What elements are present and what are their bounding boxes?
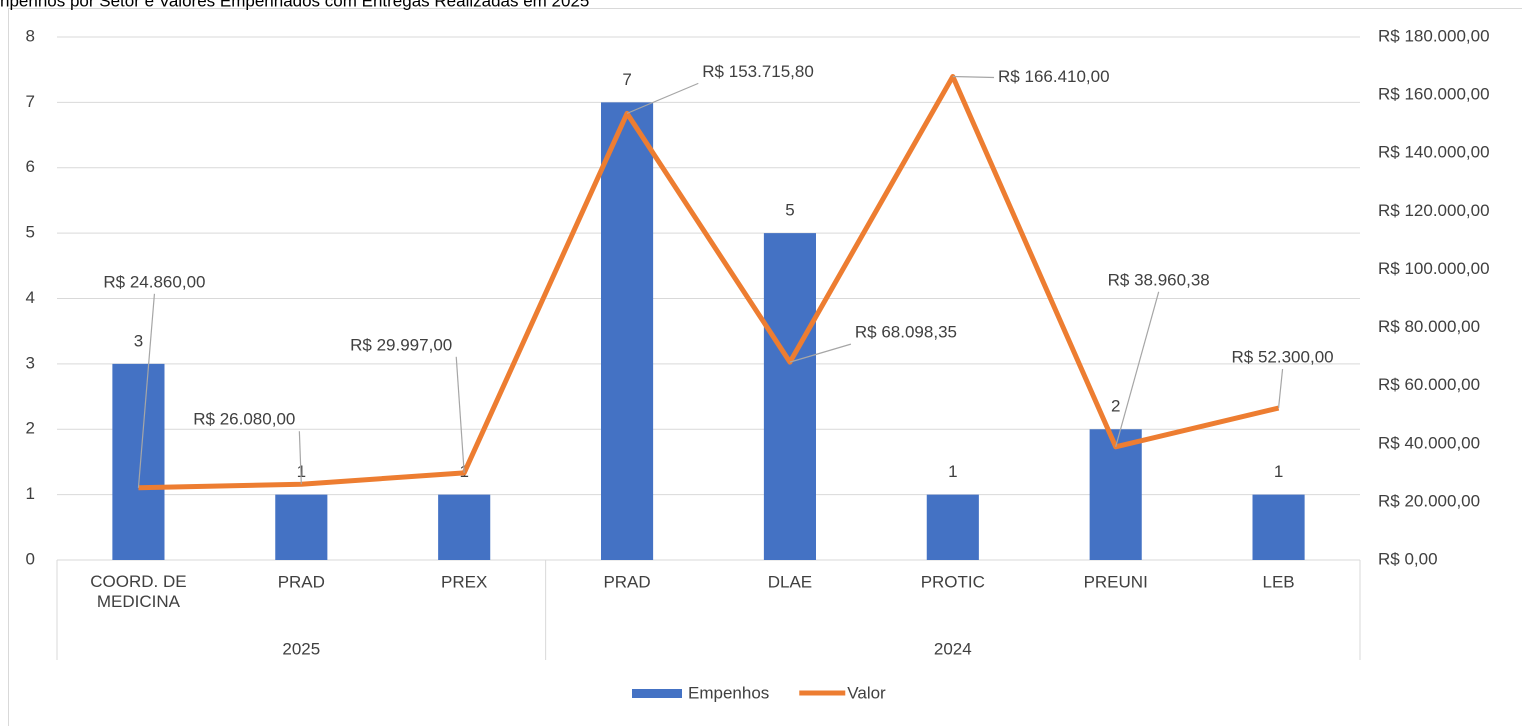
y2-tick-label: R$ 120.000,00	[1378, 201, 1490, 220]
line-value-label: R$ 52.300,00	[1232, 348, 1334, 367]
bar-value-label: 5	[785, 201, 794, 220]
x-tick-label: LEB	[1262, 572, 1294, 591]
line-value-label: R$ 153.715,80	[702, 62, 814, 81]
legend-label: Valor	[847, 683, 886, 702]
bar-value-label: 3	[134, 331, 143, 350]
leader-line	[789, 343, 852, 363]
bar-value-label: 1	[1274, 462, 1283, 481]
line-value-label: R$ 68.098,35	[855, 323, 957, 342]
x-tick-label: COORD. DE MEDICINA	[90, 572, 186, 611]
leader-line	[455, 356, 465, 473]
line-value-label: R$ 166.410,00	[998, 67, 1110, 86]
leader-line	[298, 431, 302, 485]
leader-line	[626, 82, 699, 114]
y2-tick-label: R$ 40.000,00	[1378, 433, 1480, 452]
bar-value-label: 2	[1111, 397, 1120, 416]
y-tick-label: 8	[26, 26, 35, 45]
y2-tick-label: R$ 100.000,00	[1378, 259, 1490, 278]
x-tick-label: PREUNI	[1084, 572, 1148, 591]
chart-title: npenhos por Setor e Valores Empenhados c…	[0, 0, 589, 10]
bar	[601, 102, 654, 560]
y-tick-label: 5	[26, 223, 35, 242]
y-tick-label: 7	[26, 92, 35, 111]
leader-line	[1277, 368, 1284, 409]
x-tick-label: PRAD	[278, 572, 325, 591]
line	[138, 73, 1280, 491]
chart-frame	[8, 8, 1522, 726]
label-line: COORD. DE	[90, 572, 186, 591]
legend-swatch	[632, 689, 682, 698]
bar	[1089, 429, 1142, 560]
y2-tick-label: R$ 180.000,00	[1378, 26, 1490, 45]
leader-line	[137, 293, 156, 488]
bar	[926, 494, 979, 560]
y2-tick-label: R$ 140.000,00	[1378, 143, 1490, 162]
y-tick-label: 3	[26, 353, 35, 372]
x-tick-label: PROTIC	[921, 572, 985, 591]
x-tick-label: DLAE	[768, 572, 812, 591]
line-value-label: R$ 29.997,00	[350, 335, 452, 354]
bar-value-label: 1	[948, 462, 957, 481]
y-tick-label: 4	[26, 288, 35, 307]
legend-label: Empenhos	[688, 683, 769, 702]
bar	[112, 363, 165, 560]
line-value-label: R$ 24.860,00	[103, 272, 205, 291]
y-tick-label: 2	[26, 419, 35, 438]
label-line: MEDICINA	[97, 592, 181, 611]
line-value-label: R$ 26.080,00	[193, 410, 295, 429]
bar	[438, 494, 491, 560]
x-tick-label: PRAD	[603, 572, 650, 591]
y2-tick-label: R$ 80.000,00	[1378, 317, 1480, 336]
y2-tick-label: R$ 0,00	[1378, 549, 1438, 568]
leader-line	[1115, 291, 1160, 447]
y2-tick-label: R$ 20.000,00	[1378, 491, 1480, 510]
y2-tick-label: R$ 60.000,00	[1378, 375, 1480, 394]
group-label: 2025	[282, 639, 320, 658]
group-label: 2024	[934, 639, 972, 658]
y-tick-label: 6	[26, 157, 35, 176]
bar	[1252, 494, 1305, 560]
bar	[275, 494, 328, 560]
y-tick-label: 0	[26, 549, 35, 568]
line-value-label: R$ 38.960,38	[1108, 270, 1210, 289]
y-tick-label: 1	[26, 484, 35, 503]
x-tick-label: PREX	[441, 572, 487, 591]
y2-tick-label: R$ 160.000,00	[1378, 85, 1490, 104]
bar	[763, 233, 816, 560]
bar-value-label: 7	[622, 70, 631, 89]
leader-line	[952, 75, 995, 79]
